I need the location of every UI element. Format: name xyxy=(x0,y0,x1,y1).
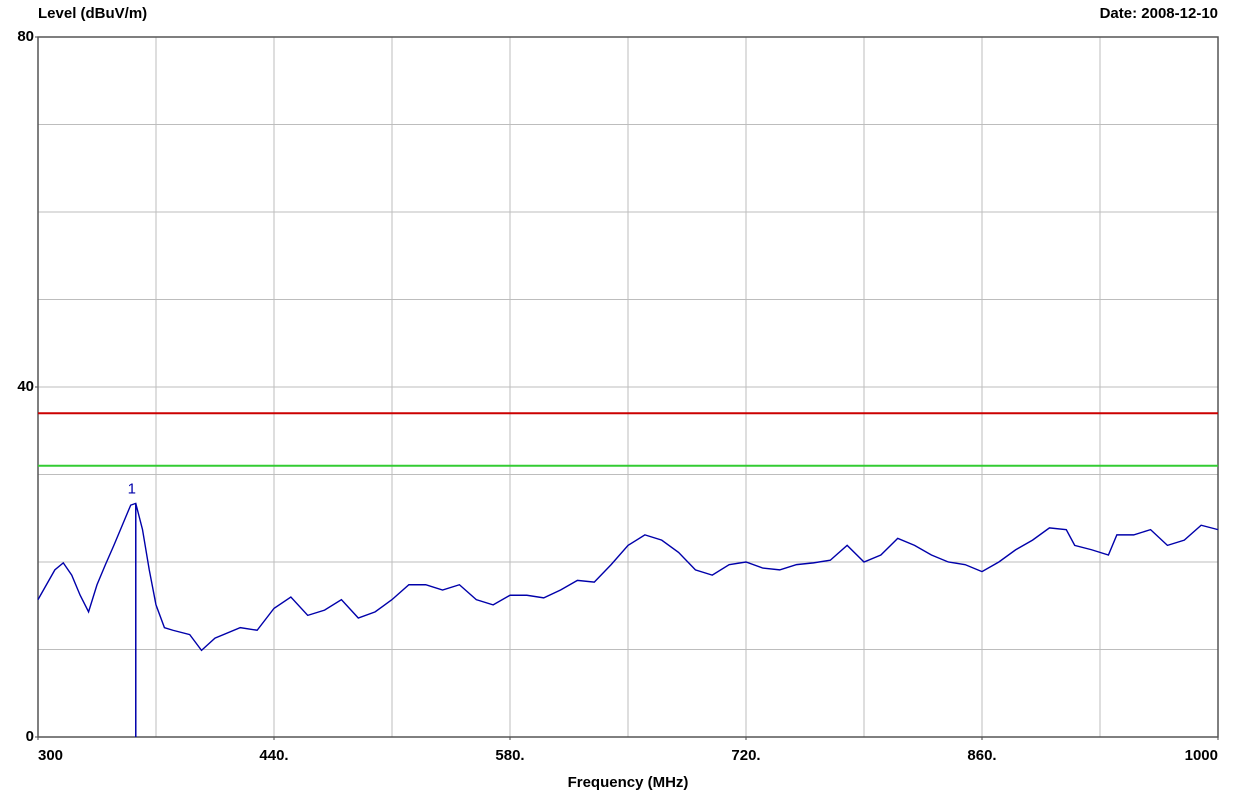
date: Date: 2008-12-10 xyxy=(1100,5,1218,22)
x-tick-label: 440. xyxy=(259,747,288,764)
y-tick-label: 40 xyxy=(17,378,34,395)
x-tick-label: 860. xyxy=(967,747,996,764)
x-axis-label: Frequency (MHz) xyxy=(568,774,689,791)
trace xyxy=(37,502,1219,652)
x-tick-label: 1000 xyxy=(1185,747,1218,764)
y-tick-label: 80 xyxy=(17,28,34,45)
x-tick-label: 300 xyxy=(38,747,63,764)
plot-frame xyxy=(37,36,1219,738)
x-tick-label: 580. xyxy=(495,747,524,764)
marker-label: 1 xyxy=(128,480,136,497)
chart-title: Level (dBuV/m) xyxy=(38,5,147,22)
y-tick-label: 0 xyxy=(26,728,34,745)
x-tick-label: 720. xyxy=(731,747,760,764)
